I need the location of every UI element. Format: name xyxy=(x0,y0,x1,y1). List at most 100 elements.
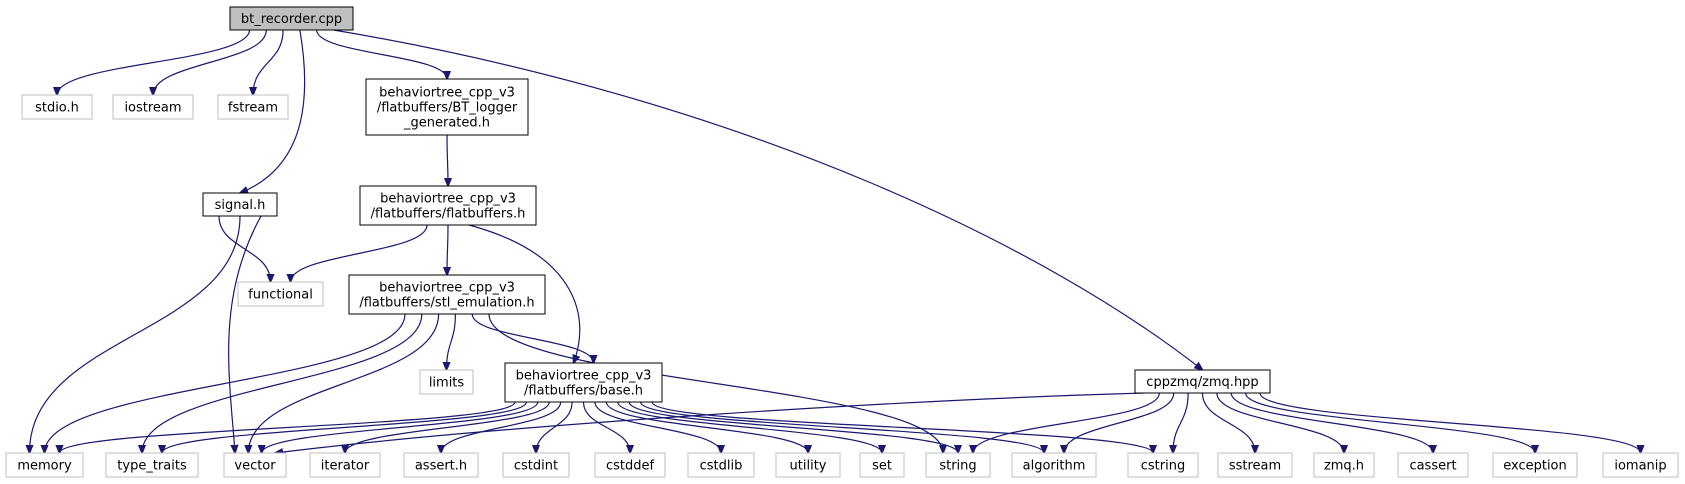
node-label: zmq.h xyxy=(1324,459,1364,474)
node-box xyxy=(365,78,529,136)
node-box xyxy=(217,94,289,120)
node-cstdint: cstdint xyxy=(502,452,570,478)
node-label: type_traits xyxy=(117,459,187,474)
edge-base-to-algorithm xyxy=(639,401,1044,453)
node-box xyxy=(348,274,546,315)
node-label: functional xyxy=(248,288,313,303)
edge-base-to-cstdlib xyxy=(594,401,721,453)
node-limits: limits xyxy=(419,369,474,395)
edge-stl_emulation-to-limits xyxy=(447,313,456,370)
edge-base-to-memory xyxy=(60,401,516,453)
node-box xyxy=(237,281,324,307)
node-flatbuffers[interactable]: behaviortree_cpp_v3/flatbuffers/flatbuff… xyxy=(359,185,537,226)
node-cstddef: cstddef xyxy=(594,452,666,478)
edge-base-to-vector xyxy=(262,401,539,453)
node-box xyxy=(859,452,905,478)
node-label: behaviortree_cpp_v3 xyxy=(380,192,516,207)
node-label: behaviortree_cpp_v3 xyxy=(379,86,515,101)
edge-zmq_hpp-to-vector xyxy=(275,392,1146,453)
node-label: utility xyxy=(790,459,827,474)
edge-flatbuffers-to-stl_emulation xyxy=(447,224,448,275)
node-box xyxy=(1492,452,1578,478)
node-label: /flatbuffers/base.h xyxy=(524,384,643,399)
node-label: behaviortree_cpp_v3 xyxy=(379,281,515,296)
edge-base-to-string xyxy=(628,401,958,453)
edge-base-to-cstring xyxy=(651,401,1153,453)
node-bt-logger[interactable]: behaviortree_cpp_v3/flatbuffers/BT_logge… xyxy=(365,78,529,136)
node-box xyxy=(403,452,479,478)
edge-flatbuffers-to-functional xyxy=(291,224,428,282)
node-box xyxy=(1313,452,1375,478)
node-label: fstream xyxy=(228,101,278,116)
node-sstream: sstream xyxy=(1217,452,1293,478)
node-label: cstring xyxy=(1141,459,1185,474)
node-label: assert.h xyxy=(415,459,467,474)
node-assert: assert.h xyxy=(403,452,479,478)
edge-zmq_hpp-to-algorithm xyxy=(1064,392,1175,453)
node-stl-emulation[interactable]: behaviortree_cpp_v3/flatbuffers/stl_emul… xyxy=(348,274,546,315)
node-label: sstream xyxy=(1229,459,1281,474)
node-box xyxy=(1217,452,1293,478)
node-zmq-hpp[interactable]: cppzmq/zmq.hpp xyxy=(1134,369,1271,394)
edge-zmq_hpp-to-sstream xyxy=(1201,392,1256,453)
node-box xyxy=(1011,452,1097,478)
node-box xyxy=(1397,452,1469,478)
node-box xyxy=(105,452,199,478)
node-cassert: cassert xyxy=(1397,452,1469,478)
node-label: signal.h xyxy=(215,198,266,213)
node-zmq-h: zmq.h xyxy=(1313,452,1375,478)
node-box xyxy=(925,452,991,478)
edge-zmq_hpp-to-cstring xyxy=(1173,392,1189,453)
node-label: stdio.h xyxy=(35,101,79,116)
edge-bt_recorder-to-signal xyxy=(240,29,306,193)
node-label: iomanip xyxy=(1614,459,1666,474)
node-signal[interactable]: signal.h xyxy=(202,192,278,217)
edge-zmq_hpp-to-string xyxy=(973,392,1160,453)
node-cstring: cstring xyxy=(1127,452,1199,478)
node-label: set xyxy=(872,459,892,474)
node-string: string xyxy=(925,452,991,478)
node-iostream: iostream xyxy=(112,94,194,120)
node-label: iostream xyxy=(124,101,181,116)
node-box xyxy=(504,362,663,403)
node-label: string xyxy=(939,459,976,474)
edge-bt_logger-to-flatbuffers xyxy=(447,134,448,186)
edge-base-to-type_traits xyxy=(162,401,528,453)
edge-zmq_hpp-to-iomanip xyxy=(1259,392,1641,453)
node-box xyxy=(1127,452,1199,478)
node-utility: utility xyxy=(775,452,841,478)
edge-signal-to-vector xyxy=(228,215,262,453)
node-label: iterator xyxy=(321,459,370,474)
node-base[interactable]: behaviortree_cpp_v3/flatbuffers/base.h xyxy=(504,362,663,403)
node-box xyxy=(594,452,666,478)
edge-bt_recorder-to-fstream xyxy=(253,29,284,95)
edge-base-to-assert xyxy=(441,401,562,453)
edge-zmq_hpp-to-zmq_h xyxy=(1216,392,1344,453)
node-box xyxy=(1602,452,1679,478)
node-label: cstdint xyxy=(514,459,558,474)
node-iterator: iterator xyxy=(309,452,381,478)
edge-bt_recorder-to-zmq_hpp xyxy=(333,29,1203,370)
edge-signal-to-memory xyxy=(30,215,241,453)
node-box xyxy=(229,6,354,31)
node-label: cppzmq/zmq.hpp xyxy=(1146,375,1258,390)
node-box xyxy=(1134,369,1271,394)
node-box xyxy=(21,94,93,120)
node-label: exception xyxy=(1503,459,1567,474)
node-box xyxy=(359,185,537,226)
node-bt-recorder[interactable]: bt_recorder.cpp xyxy=(229,6,354,31)
node-box xyxy=(5,452,84,478)
edge-base-to-cstddef xyxy=(582,401,631,453)
node-label: /flatbuffers/flatbuffers.h xyxy=(371,207,526,222)
edge-stl_emulation-to-base xyxy=(471,313,593,363)
edge-zmq_hpp-to-cassert xyxy=(1230,392,1433,453)
node-memory: memory xyxy=(5,452,84,478)
node-box xyxy=(502,452,570,478)
edge-bt_recorder-to-iostream xyxy=(153,29,267,95)
edge-base-to-iterator xyxy=(345,401,550,453)
node-box xyxy=(223,452,287,478)
node-algorithm: algorithm xyxy=(1011,452,1097,478)
node-cstdlib: cstdlib xyxy=(687,452,755,478)
edge-bt_recorder-to-stdio xyxy=(57,29,251,95)
node-label: memory xyxy=(17,459,72,474)
